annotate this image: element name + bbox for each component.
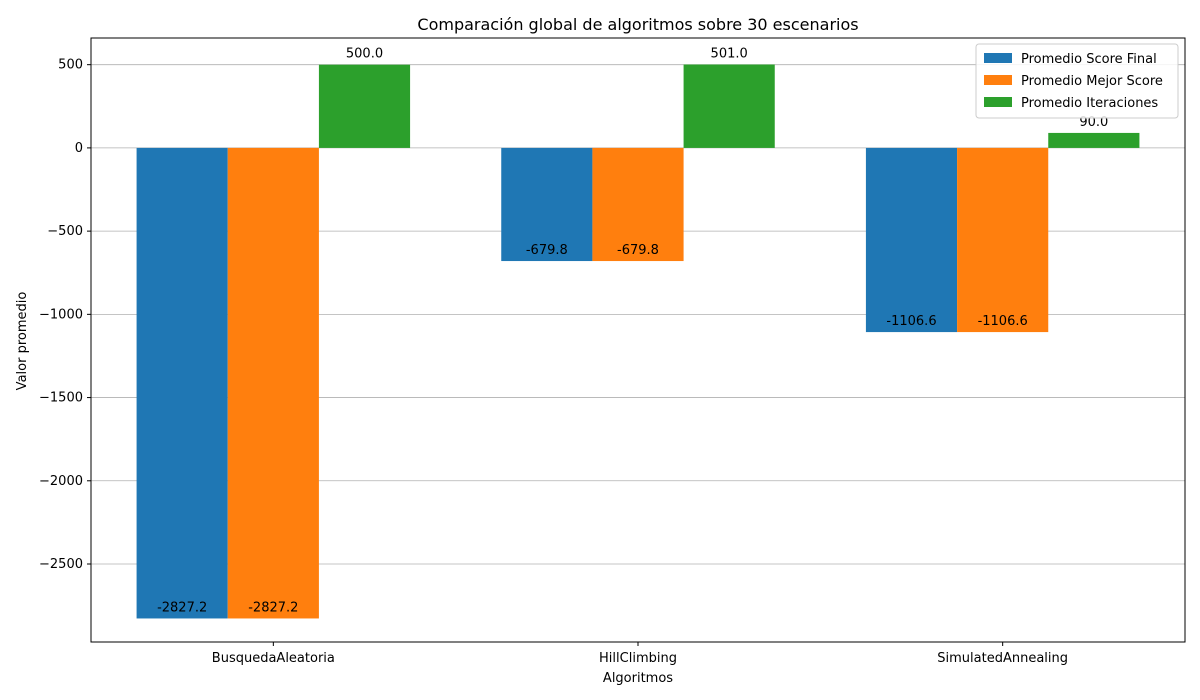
y-tick-label: −1000 — [39, 307, 83, 322]
data-label: -1106.6 — [886, 314, 936, 329]
data-labels: -2827.2 -2827.2 500.0 -679.8 -679.8 501.0 -110… — [157, 47, 1108, 616]
bar — [227, 147, 319, 619]
y-axis-ticks: 500 0 −500 −1000 −1500 −2000 −2500 — [39, 58, 91, 572]
legend: Promedio Score Final Promedio Mejor Score… — [975, 43, 1179, 119]
x-axis-label: Algoritmos — [603, 671, 673, 686]
bar — [501, 147, 593, 262]
data-label: -2827.2 — [248, 600, 298, 615]
bar — [683, 64, 775, 148]
y-tick-label: −2000 — [39, 474, 83, 489]
y-tick-label: −500 — [47, 224, 83, 239]
bar — [136, 147, 228, 619]
y-tick-label: 500 — [58, 58, 83, 73]
x-tick-label: HillClimbing — [599, 651, 677, 666]
x-tick-label: SimulatedAnnealing — [937, 651, 1068, 666]
legend-swatch — [984, 53, 1012, 63]
bar — [957, 147, 1049, 333]
legend-entry: Promedio Mejor Score — [1021, 74, 1163, 89]
legend-swatch — [984, 97, 1012, 107]
legend-box — [975, 43, 1179, 119]
data-label: 500.0 — [346, 47, 383, 62]
data-label: -679.8 — [526, 243, 568, 258]
chart-title: Comparación global de algoritmos sobre 3… — [417, 15, 858, 34]
bars — [136, 64, 1140, 619]
data-label: -1106.6 — [978, 314, 1028, 329]
x-axis-ticks: BusquedaAleatoria HillClimbing SimulatedAn… — [212, 642, 1068, 666]
bar — [1048, 132, 1140, 148]
bar — [592, 147, 684, 262]
data-label: -679.8 — [617, 243, 659, 258]
data-label: 90.0 — [1079, 115, 1108, 130]
legend-entry: Promedio Score Final — [1021, 52, 1157, 67]
y-axis-label: Valor promedio — [15, 292, 30, 391]
y-tick-label: 0 — [75, 141, 83, 156]
legend-entry: Promedio Iteraciones — [1021, 96, 1158, 111]
data-label: 501.0 — [711, 47, 748, 62]
bar — [318, 64, 411, 148]
y-tick-label: −1500 — [39, 391, 83, 406]
bar — [865, 147, 958, 333]
data-label: -2827.2 — [157, 600, 207, 615]
legend-swatch — [984, 75, 1012, 85]
y-tick-label: −2500 — [39, 557, 83, 572]
x-tick-label: BusquedaAleatoria — [212, 651, 335, 666]
